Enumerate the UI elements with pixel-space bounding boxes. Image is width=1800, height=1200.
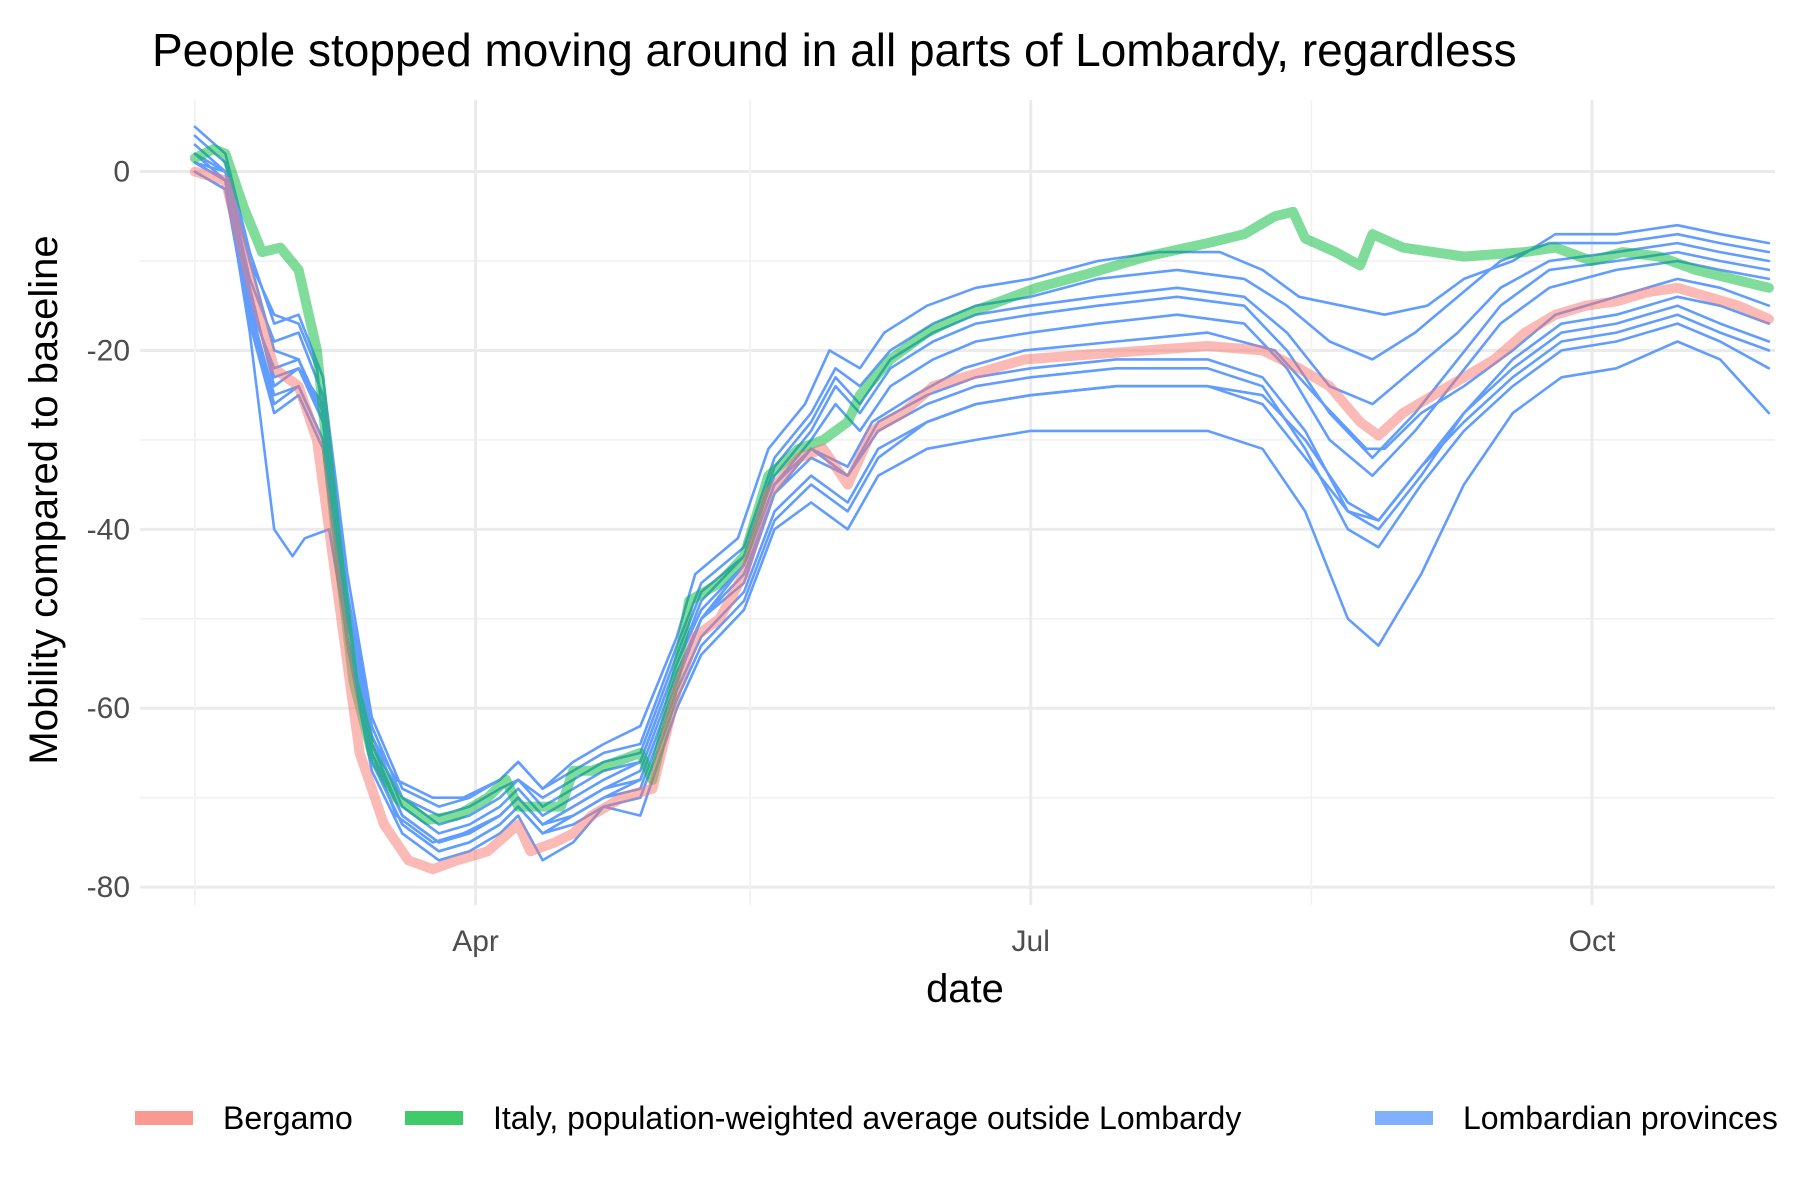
y-tick-label: -60 xyxy=(87,692,130,725)
province-line xyxy=(193,152,1771,853)
y-tick-label: -20 xyxy=(87,334,130,367)
province-line xyxy=(193,170,1771,853)
series-bergamo xyxy=(189,166,1774,875)
province-line xyxy=(193,134,1771,799)
province-line xyxy=(193,125,1771,808)
bergamo-line xyxy=(189,166,1774,875)
y-axis-ticks: 0 -20 -40 -60 -80 xyxy=(87,156,130,905)
y-tick-label: -40 xyxy=(87,513,130,546)
italy-line xyxy=(189,144,1774,825)
y-tick-label: -80 xyxy=(87,871,130,904)
x-tick-label: Oct xyxy=(1569,925,1616,958)
legend-label: Lombardian provinces xyxy=(1463,1100,1778,1136)
x-axis-title: date xyxy=(926,967,1004,1011)
series-lombardian-provinces xyxy=(193,125,1771,862)
province-line xyxy=(193,143,1771,817)
legend-label: Italy, population-weighted average outsi… xyxy=(493,1100,1241,1136)
chart-legend: Bergamo Italy, population-weighted averag… xyxy=(135,1100,1778,1136)
province-line xyxy=(193,161,1771,835)
x-tick-label: Apr xyxy=(452,925,499,958)
y-tick-label: 0 xyxy=(113,156,130,189)
province-line xyxy=(193,170,1771,862)
province-line xyxy=(193,161,1771,844)
province-line xyxy=(193,161,1771,844)
y-axis-title: Mobility compared to baseline xyxy=(22,235,66,764)
x-tick-label: Jul xyxy=(1012,925,1050,958)
series-italy-average xyxy=(189,144,1774,825)
legend-label: Bergamo xyxy=(223,1100,353,1136)
province-line xyxy=(193,152,1771,844)
x-axis-ticks: Apr Jul Oct xyxy=(452,925,1616,958)
chart-title: People stopped moving around in all part… xyxy=(152,24,1517,76)
